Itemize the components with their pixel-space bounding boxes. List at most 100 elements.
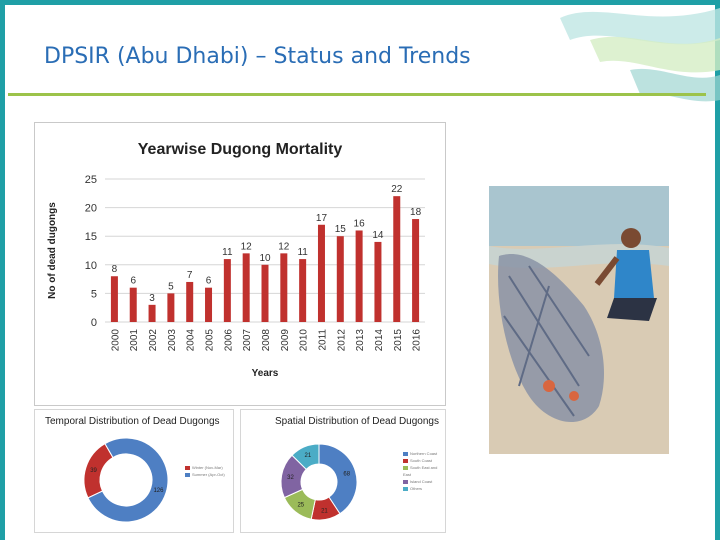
slice-label: 39 (90, 468, 97, 474)
y-tick-label: 0 (91, 317, 97, 329)
bar (223, 259, 231, 322)
x-tick-label: 2003 (167, 329, 178, 352)
bar (148, 304, 156, 322)
x-tick-label: 2016 (412, 329, 423, 352)
legend-label: Summer (Apr-Oct) (192, 472, 225, 477)
x-tick-label: 2012 (336, 329, 347, 352)
x-tick-label: 2015 (393, 329, 404, 352)
bar (317, 224, 325, 322)
data-label: 3 (149, 293, 155, 304)
data-label: 12 (241, 241, 253, 252)
slide-frame-left (0, 0, 5, 540)
x-tick-label: 2006 (223, 329, 234, 352)
data-label: 18 (410, 207, 422, 218)
legend-label: Winter (Nov-Mar) (192, 465, 223, 470)
x-tick-label: 2004 (186, 329, 197, 352)
x-tick-label: 2008 (261, 329, 272, 352)
donut-slice (291, 443, 320, 471)
slice-label: 68 (343, 472, 350, 478)
bar (242, 253, 250, 322)
data-label: 16 (354, 218, 366, 229)
data-label: 6 (206, 276, 212, 287)
y-tick-label: 5 (91, 288, 97, 300)
slide-frame-top (0, 0, 720, 5)
decorative-wave-graphic (560, 8, 720, 102)
bar (299, 259, 307, 322)
data-label: 17 (316, 213, 328, 224)
data-label: 11 (222, 247, 233, 258)
donut-slice (87, 437, 169, 523)
spatial-pie-title: Spatial Distribution of Dead Dugongs (275, 416, 439, 427)
bar-chart-panel: Yearwise Dugong Mortality 0 5 10 15 20 25 8 2000… (34, 122, 446, 406)
bar (186, 281, 194, 322)
legend-item: Island Coast (403, 478, 445, 485)
x-tick-label: 2013 (355, 329, 366, 352)
bar (393, 196, 401, 322)
temporal-pie-panel: Temporal Distribution of Dead Dugongs 39… (34, 409, 234, 533)
bar (374, 241, 382, 322)
data-label: 6 (130, 276, 136, 287)
x-tick-label: 2000 (110, 329, 121, 352)
legend-label: South East and East (403, 465, 438, 477)
spatial-pie-panel: Spatial Distribution of Dead Dugongs 68 2… (240, 409, 446, 533)
data-label: 15 (335, 224, 347, 235)
bar (336, 236, 344, 322)
legend-label: Others (410, 486, 423, 491)
x-tick-label: 2005 (205, 329, 216, 352)
legend-item: South East and East (403, 464, 445, 478)
slice-label: 32 (287, 475, 294, 481)
bar (129, 287, 137, 322)
bar (110, 276, 118, 322)
data-label: 22 (391, 184, 403, 195)
bar (355, 230, 363, 322)
legend-item: Northern Coast (403, 450, 445, 457)
bar (167, 293, 175, 322)
title-divider (8, 93, 706, 96)
legend-label: South Coast (410, 458, 433, 463)
temporal-donut-chart: 39 126 (83, 437, 169, 523)
legend-label: Northern Coast (410, 451, 438, 456)
bar-chart: Yearwise Dugong Mortality 0 5 10 15 20 25 8 2000… (47, 141, 425, 379)
donut-slice (83, 442, 114, 499)
spatial-donut-chart: 68 21 25 32 21 (280, 443, 358, 521)
legend-item: Winter (Nov-Mar) (185, 464, 225, 471)
data-label: 12 (278, 241, 290, 252)
temporal-legend: Winter (Nov-Mar) Summer (Apr-Oct) (185, 464, 225, 478)
y-tick-label: 15 (85, 231, 97, 243)
slice-label: 21 (304, 453, 311, 459)
legend-item: Others (403, 485, 445, 492)
legend-item: Summer (Apr-Oct) (185, 471, 225, 478)
slide-title: DPSIR (Abu Dhabi) – Status and Trends (44, 44, 471, 69)
x-tick-label: 2010 (299, 329, 310, 352)
slice-label: 126 (153, 488, 164, 494)
data-label: 14 (372, 230, 384, 241)
x-tick-label: 2014 (374, 329, 385, 352)
data-label: 7 (187, 270, 193, 281)
y-tick-label: 20 (85, 203, 97, 215)
data-label: 11 (297, 247, 308, 258)
y-axis-label: No of dead dugongs (47, 202, 58, 299)
data-label: 8 (112, 264, 118, 275)
donut-slice (318, 443, 358, 515)
slice-label: 25 (297, 503, 304, 509)
data-label: 5 (168, 281, 174, 292)
temporal-pie-title: Temporal Distribution of Dead Dugongs (45, 416, 220, 427)
x-tick-label: 2009 (280, 329, 291, 352)
data-label: 10 (259, 253, 271, 264)
slice-label: 21 (321, 508, 328, 514)
chart-title: Yearwise Dugong Mortality (138, 141, 343, 158)
bar (261, 264, 269, 322)
bar (280, 253, 288, 322)
slide-frame-right (715, 0, 720, 540)
x-axis-label: Years (252, 368, 279, 379)
legend-item: South Coast (403, 457, 445, 464)
x-tick-label: 2007 (242, 329, 253, 352)
x-tick-label: 2002 (148, 329, 159, 352)
field-photo-icon (489, 186, 669, 454)
x-tick-label: 2001 (129, 329, 140, 352)
bar (412, 219, 420, 322)
x-tick-label: 2011 (317, 329, 328, 351)
y-tick-label: 10 (85, 260, 97, 272)
y-tick-label: 25 (85, 174, 97, 186)
spatial-legend: Northern Coast South Coast South East an… (403, 450, 445, 492)
